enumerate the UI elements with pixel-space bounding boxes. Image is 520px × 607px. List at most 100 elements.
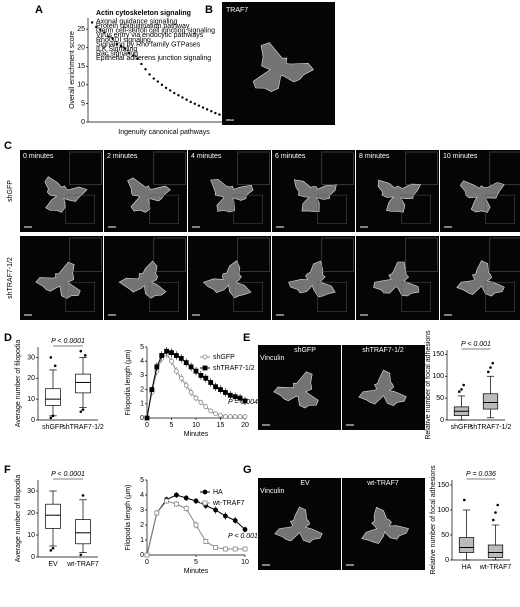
point <box>213 384 219 390</box>
point <box>183 382 189 388</box>
point <box>144 415 150 421</box>
condition-label: EV <box>300 480 310 487</box>
pathway-label: Protein ubiquitination pathway <box>96 23 190 30</box>
point <box>99 28 102 31</box>
point <box>198 399 204 405</box>
x-tick-label: 0 <box>145 559 149 566</box>
point <box>131 54 135 57</box>
point <box>188 390 194 395</box>
time-label: 2 minutes <box>107 153 138 160</box>
y-tick-label: 3 <box>140 372 144 379</box>
image-label: TRAF7 <box>226 7 248 14</box>
inset-box <box>65 281 95 312</box>
inset-box <box>233 281 263 312</box>
outlier <box>492 518 495 522</box>
y-tick-label: 5 <box>140 477 144 484</box>
x-axis-label: Minutes <box>184 431 209 438</box>
point <box>169 350 174 356</box>
y-tick-label: 20 <box>77 45 85 52</box>
inset-box <box>237 151 270 186</box>
outlier <box>460 388 463 391</box>
cell <box>456 260 505 297</box>
outlier <box>49 356 53 359</box>
x-tick-label: 10 <box>192 422 200 429</box>
point <box>111 37 114 40</box>
y-tick-label: 30 <box>27 354 35 361</box>
cell <box>118 260 167 299</box>
p-value: P < 0.001 <box>228 533 258 540</box>
stain-label: Vinculin <box>260 488 284 495</box>
panel-letter: G <box>243 464 252 476</box>
point <box>222 114 225 118</box>
inset-box <box>233 194 263 225</box>
point <box>169 358 174 364</box>
inset-box <box>485 194 515 225</box>
y-tick-label: 50 <box>441 532 449 539</box>
y-axis-label: Filopodia length (μm) <box>125 350 132 416</box>
point <box>149 387 155 393</box>
point <box>222 513 228 519</box>
cell <box>288 260 336 298</box>
outlier <box>51 546 55 550</box>
outlier <box>51 414 55 418</box>
point <box>90 21 94 24</box>
p-value: P < 0.001 <box>461 341 491 348</box>
point <box>232 518 238 523</box>
point <box>197 104 201 107</box>
y-tick-label: 0 <box>81 119 85 126</box>
point <box>218 387 223 393</box>
y-axis-label: Relative number of focal adhesions <box>430 465 437 575</box>
outlier <box>494 511 497 514</box>
y-tick-label: 1 <box>140 401 144 408</box>
y-axis-label: Overall enrichment score <box>69 31 76 109</box>
cell <box>210 179 254 213</box>
x-tick-label: 10 <box>241 559 249 566</box>
cell <box>377 179 422 213</box>
point <box>203 404 209 410</box>
y-tick-label: 2 <box>140 386 144 393</box>
legend-marker <box>202 489 208 495</box>
point <box>201 106 205 109</box>
box <box>45 503 61 529</box>
x-tick-label: 0 <box>145 422 149 429</box>
point <box>188 364 194 370</box>
point <box>103 31 106 34</box>
point <box>205 108 209 111</box>
box <box>45 388 61 406</box>
pathway-label: RhoGDI signaling <box>96 37 151 44</box>
point <box>189 100 192 104</box>
outlier <box>79 553 83 557</box>
box <box>487 544 504 558</box>
point <box>232 414 238 419</box>
y-tick-label: 0 <box>140 552 144 559</box>
inset-box <box>317 194 347 225</box>
point <box>226 116 229 119</box>
point <box>144 68 147 71</box>
legend-marker <box>202 500 208 506</box>
x-tick-label: shGFP <box>451 424 473 431</box>
y-tick-label: 2 <box>140 522 144 529</box>
legend-label: shGFP <box>213 354 235 361</box>
point <box>203 539 209 544</box>
point <box>222 414 228 419</box>
point <box>227 414 233 419</box>
legend-label: HA <box>213 489 223 496</box>
outlier <box>49 416 53 420</box>
inset-box <box>401 281 431 312</box>
y-tick-label: 0 <box>140 415 144 422</box>
inset-box <box>489 151 520 186</box>
cell <box>459 180 505 213</box>
x-tick-label: shGFP <box>42 424 64 431</box>
point <box>178 375 184 381</box>
y-axis-label: Average number of filopodia <box>15 340 22 428</box>
point <box>164 498 170 504</box>
box <box>75 373 91 394</box>
inset-box <box>489 237 520 272</box>
cell <box>127 177 171 213</box>
pathway-label: Axonal guidance signaling <box>96 18 177 25</box>
y-tick-label: 20 <box>27 510 35 517</box>
outlier <box>489 366 492 369</box>
outlier <box>496 503 500 507</box>
point <box>123 47 127 50</box>
